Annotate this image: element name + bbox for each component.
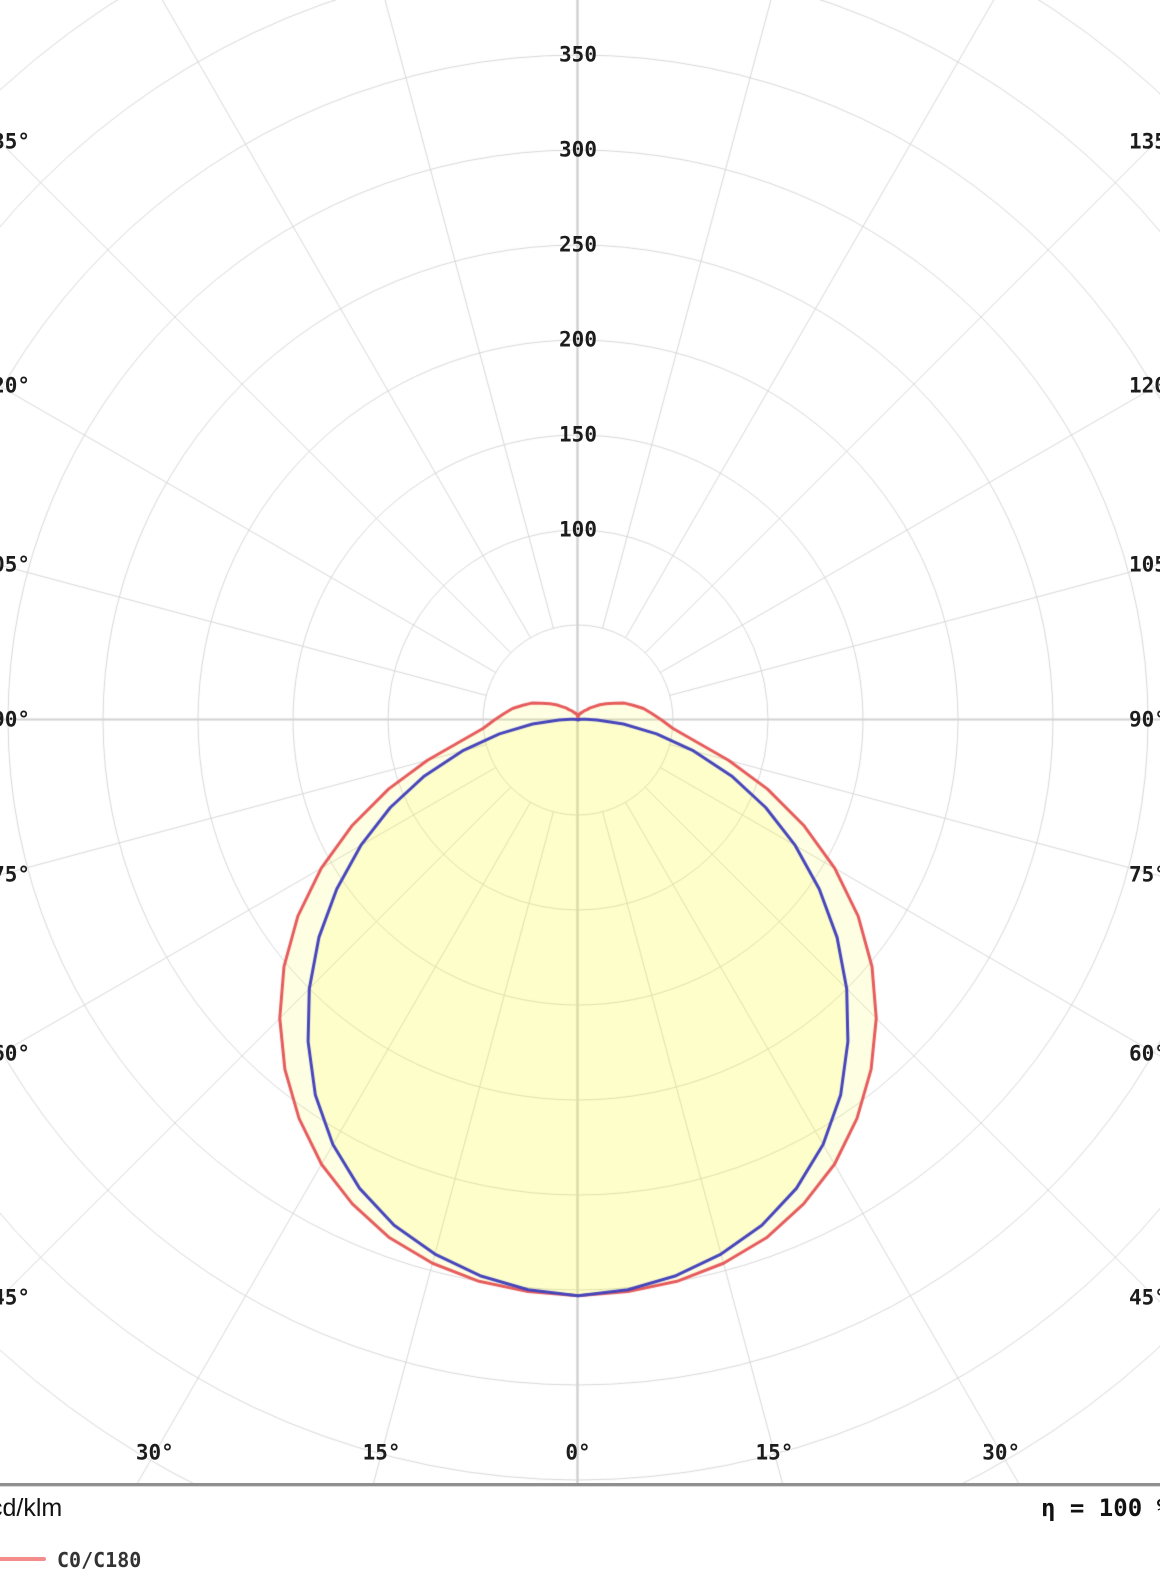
polar-intensity-chart xyxy=(0,0,1160,1483)
footer-divider xyxy=(0,1483,1160,1487)
light-output-ratio-label: η = 100 % xyxy=(1041,1494,1160,1522)
legend-label-c0-c180: C0/C180 xyxy=(57,1548,142,1572)
legend: C0/C180 xyxy=(0,1548,1160,1578)
unit-label: cd/klm xyxy=(0,1494,63,1522)
legend-swatch-c0-c180 xyxy=(0,1557,46,1561)
